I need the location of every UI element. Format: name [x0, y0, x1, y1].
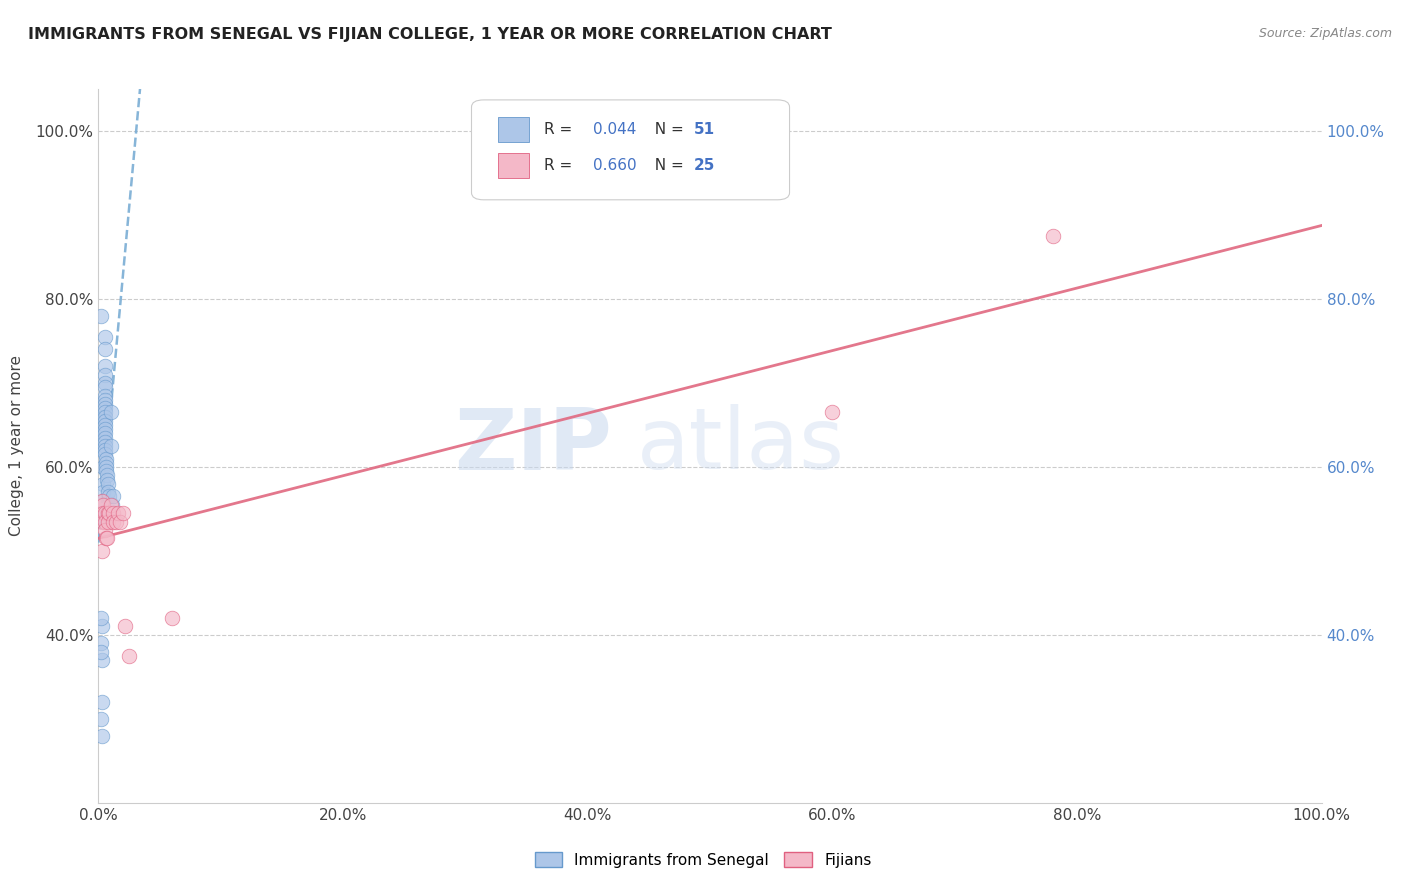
Point — [91, 493, 114, 508]
Text: R =: R = — [544, 122, 576, 137]
Point — [93, 439, 115, 453]
Text: Source: ZipAtlas.com: Source: ZipAtlas.com — [1258, 27, 1392, 40]
FancyBboxPatch shape — [498, 118, 529, 143]
Point — [101, 489, 124, 503]
Point — [93, 359, 115, 374]
Point — [93, 376, 115, 390]
Point — [91, 460, 114, 475]
Point — [93, 392, 115, 407]
Point — [97, 476, 120, 491]
Point — [160, 611, 183, 625]
Text: N =: N = — [645, 158, 689, 173]
Point — [93, 414, 115, 428]
Point — [1042, 229, 1064, 244]
Point — [91, 619, 114, 633]
Point — [93, 405, 115, 419]
Point — [104, 515, 127, 529]
Point — [93, 447, 115, 461]
Point — [101, 506, 124, 520]
Point — [94, 460, 117, 475]
Point — [93, 330, 115, 344]
Point — [107, 506, 129, 520]
Point — [101, 515, 124, 529]
Point — [91, 443, 114, 458]
Point — [94, 532, 117, 546]
Point — [93, 409, 115, 424]
Point — [90, 712, 112, 726]
Point — [93, 431, 115, 445]
Point — [93, 523, 115, 537]
Point — [91, 729, 114, 743]
Text: N =: N = — [645, 122, 689, 137]
Y-axis label: College, 1 year or more: College, 1 year or more — [10, 356, 24, 536]
Text: R =: R = — [544, 158, 576, 173]
Point — [114, 619, 136, 633]
Point — [111, 506, 134, 520]
Point — [91, 476, 114, 491]
Point — [96, 532, 118, 546]
FancyBboxPatch shape — [471, 100, 790, 200]
Point — [96, 473, 118, 487]
Point — [97, 485, 120, 500]
Point — [93, 368, 115, 382]
Point — [91, 493, 114, 508]
Point — [94, 456, 117, 470]
FancyBboxPatch shape — [498, 153, 529, 178]
Text: 25: 25 — [695, 158, 716, 173]
Text: 51: 51 — [695, 122, 716, 137]
Point — [91, 426, 114, 441]
Text: 0.044: 0.044 — [592, 122, 636, 137]
Point — [90, 309, 112, 323]
Point — [93, 426, 115, 441]
Text: IMMIGRANTS FROM SENEGAL VS FIJIAN COLLEGE, 1 YEAR OR MORE CORRELATION CHART: IMMIGRANTS FROM SENEGAL VS FIJIAN COLLEG… — [28, 27, 832, 42]
Point — [93, 434, 115, 449]
Point — [93, 506, 115, 520]
Point — [110, 515, 132, 529]
Point — [93, 389, 115, 403]
Text: 0.660: 0.660 — [592, 158, 637, 173]
Legend: Immigrants from Senegal, Fijians: Immigrants from Senegal, Fijians — [527, 844, 879, 875]
Point — [90, 645, 112, 659]
Point — [90, 636, 112, 650]
Point — [97, 506, 120, 520]
Point — [94, 464, 117, 478]
Point — [93, 422, 115, 436]
Point — [91, 695, 114, 709]
Point — [97, 515, 120, 529]
Point — [91, 498, 114, 512]
Point — [100, 498, 122, 512]
Point — [90, 611, 112, 625]
Point — [91, 409, 114, 424]
Text: atlas: atlas — [637, 404, 845, 488]
Point — [91, 544, 114, 558]
Point — [96, 468, 118, 483]
Point — [101, 498, 124, 512]
Point — [93, 343, 115, 357]
Point — [91, 515, 114, 529]
Point — [118, 648, 141, 663]
Point — [93, 397, 115, 411]
Point — [94, 451, 117, 466]
Point — [91, 506, 114, 520]
Text: ZIP: ZIP — [454, 404, 612, 488]
Point — [100, 405, 122, 419]
Point — [98, 506, 121, 520]
Point — [93, 515, 115, 529]
Point — [93, 380, 115, 394]
Point — [98, 489, 121, 503]
Point — [93, 443, 115, 458]
Point — [93, 401, 115, 416]
Point — [93, 417, 115, 432]
Point — [91, 485, 114, 500]
Point — [91, 653, 114, 667]
Point — [821, 405, 844, 419]
Point — [100, 439, 122, 453]
Point — [91, 510, 114, 524]
